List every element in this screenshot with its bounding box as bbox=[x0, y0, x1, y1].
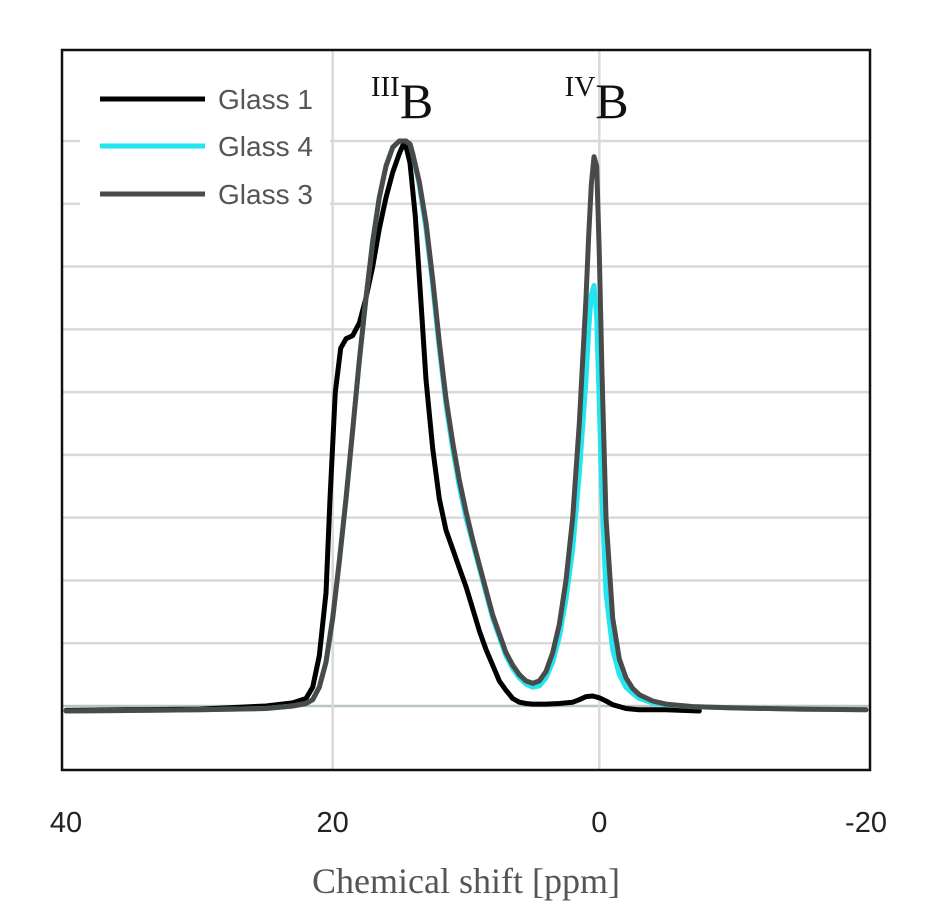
x-tick-label: 0 bbox=[591, 807, 607, 839]
x-tick-label: -20 bbox=[845, 807, 887, 839]
x-axis-label: Chemical shift [ppm] bbox=[312, 861, 620, 901]
x-axis-tick-labels: 40 20 0 -20 bbox=[50, 807, 887, 839]
x-tick-label: 40 bbox=[50, 807, 82, 839]
legend-label: Glass 3 bbox=[218, 179, 313, 210]
x-tick-label: 20 bbox=[317, 807, 349, 839]
peak-label: IVB bbox=[565, 71, 629, 129]
legend-label: Glass 1 bbox=[218, 84, 313, 115]
peak-label: IIIB bbox=[371, 71, 433, 129]
plot-area-border bbox=[60, 48, 872, 772]
legend-label: Glass 4 bbox=[218, 131, 313, 162]
series-line-glass-3 bbox=[63, 138, 869, 714]
legend: Glass 1 Glass 4 Glass 3 bbox=[80, 66, 330, 216]
peak-labels: IIIB IVB bbox=[371, 71, 629, 129]
series-line-glass-1 bbox=[63, 138, 702, 714]
series-lines bbox=[63, 138, 869, 714]
legend-background bbox=[80, 66, 330, 216]
